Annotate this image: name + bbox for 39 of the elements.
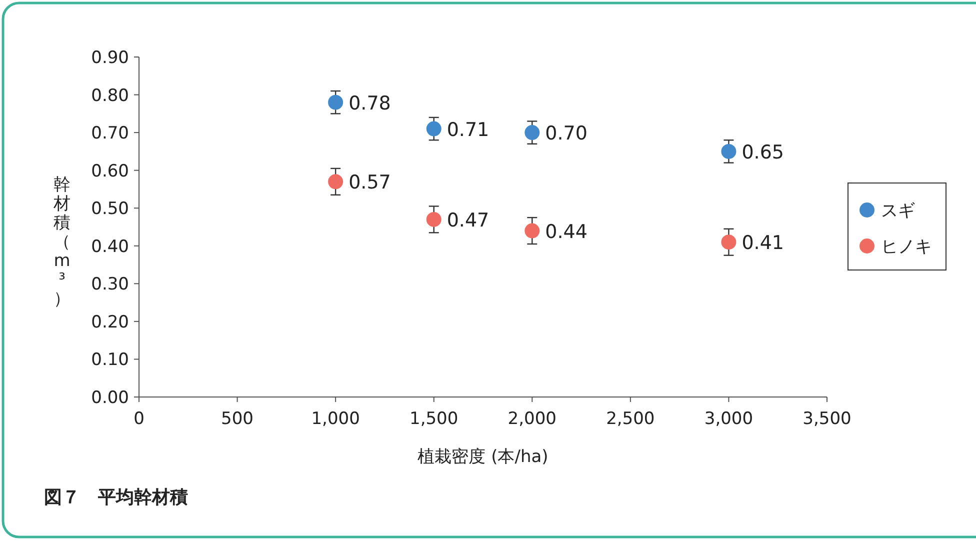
data-label: 0.71 [446, 118, 490, 141]
point [721, 234, 736, 250]
y-tick-label: 0.80 [91, 86, 129, 106]
x-tick-label: 500 [221, 409, 254, 429]
y-tick-label: 0.90 [91, 48, 129, 68]
y-tick-label: 0.00 [91, 388, 129, 408]
point [524, 125, 540, 140]
x-tick-label: 0 [134, 409, 144, 429]
point [328, 94, 344, 110]
data-label: 0.70 [545, 122, 588, 145]
y-tick-label: 0.30 [91, 274, 129, 295]
x-tick-label: 3,500 [802, 409, 852, 429]
x-tick-label: 1,000 [311, 409, 360, 429]
data-label: 0.78 [348, 92, 391, 114]
x-axis-title: 植栽密度 (本/ha) [418, 447, 548, 467]
data-label: 0.47 [446, 209, 490, 232]
legend-label: スギ [881, 201, 915, 221]
point [721, 144, 736, 159]
y-axis-title: 幹材積（m³） [52, 175, 70, 309]
legend-label: ヒノキ [881, 237, 932, 257]
x-tick-label: 2,500 [606, 409, 655, 429]
point [426, 121, 442, 136]
y-tick-label: 0.20 [91, 312, 129, 332]
data-label: 0.57 [348, 172, 391, 194]
data-label: 0.41 [742, 232, 784, 254]
y-tick-label: 0.40 [91, 236, 129, 257]
data-label: 0.65 [742, 141, 784, 164]
point [524, 223, 540, 238]
x-tick-label: 1,500 [410, 409, 458, 429]
y-tick-label: 0.10 [91, 350, 129, 370]
point [426, 212, 442, 227]
y-tick-label: 0.50 [91, 199, 129, 220]
y-tick-label: 0.60 [91, 161, 129, 182]
x-tick-label: 2,000 [508, 409, 556, 429]
point [328, 174, 344, 190]
y-tick-label: 0.70 [91, 124, 129, 144]
x-tick-label: 3,000 [704, 409, 754, 429]
data-label: 0.44 [545, 220, 588, 243]
caption: 図７ 平均幹材積 [44, 487, 188, 508]
